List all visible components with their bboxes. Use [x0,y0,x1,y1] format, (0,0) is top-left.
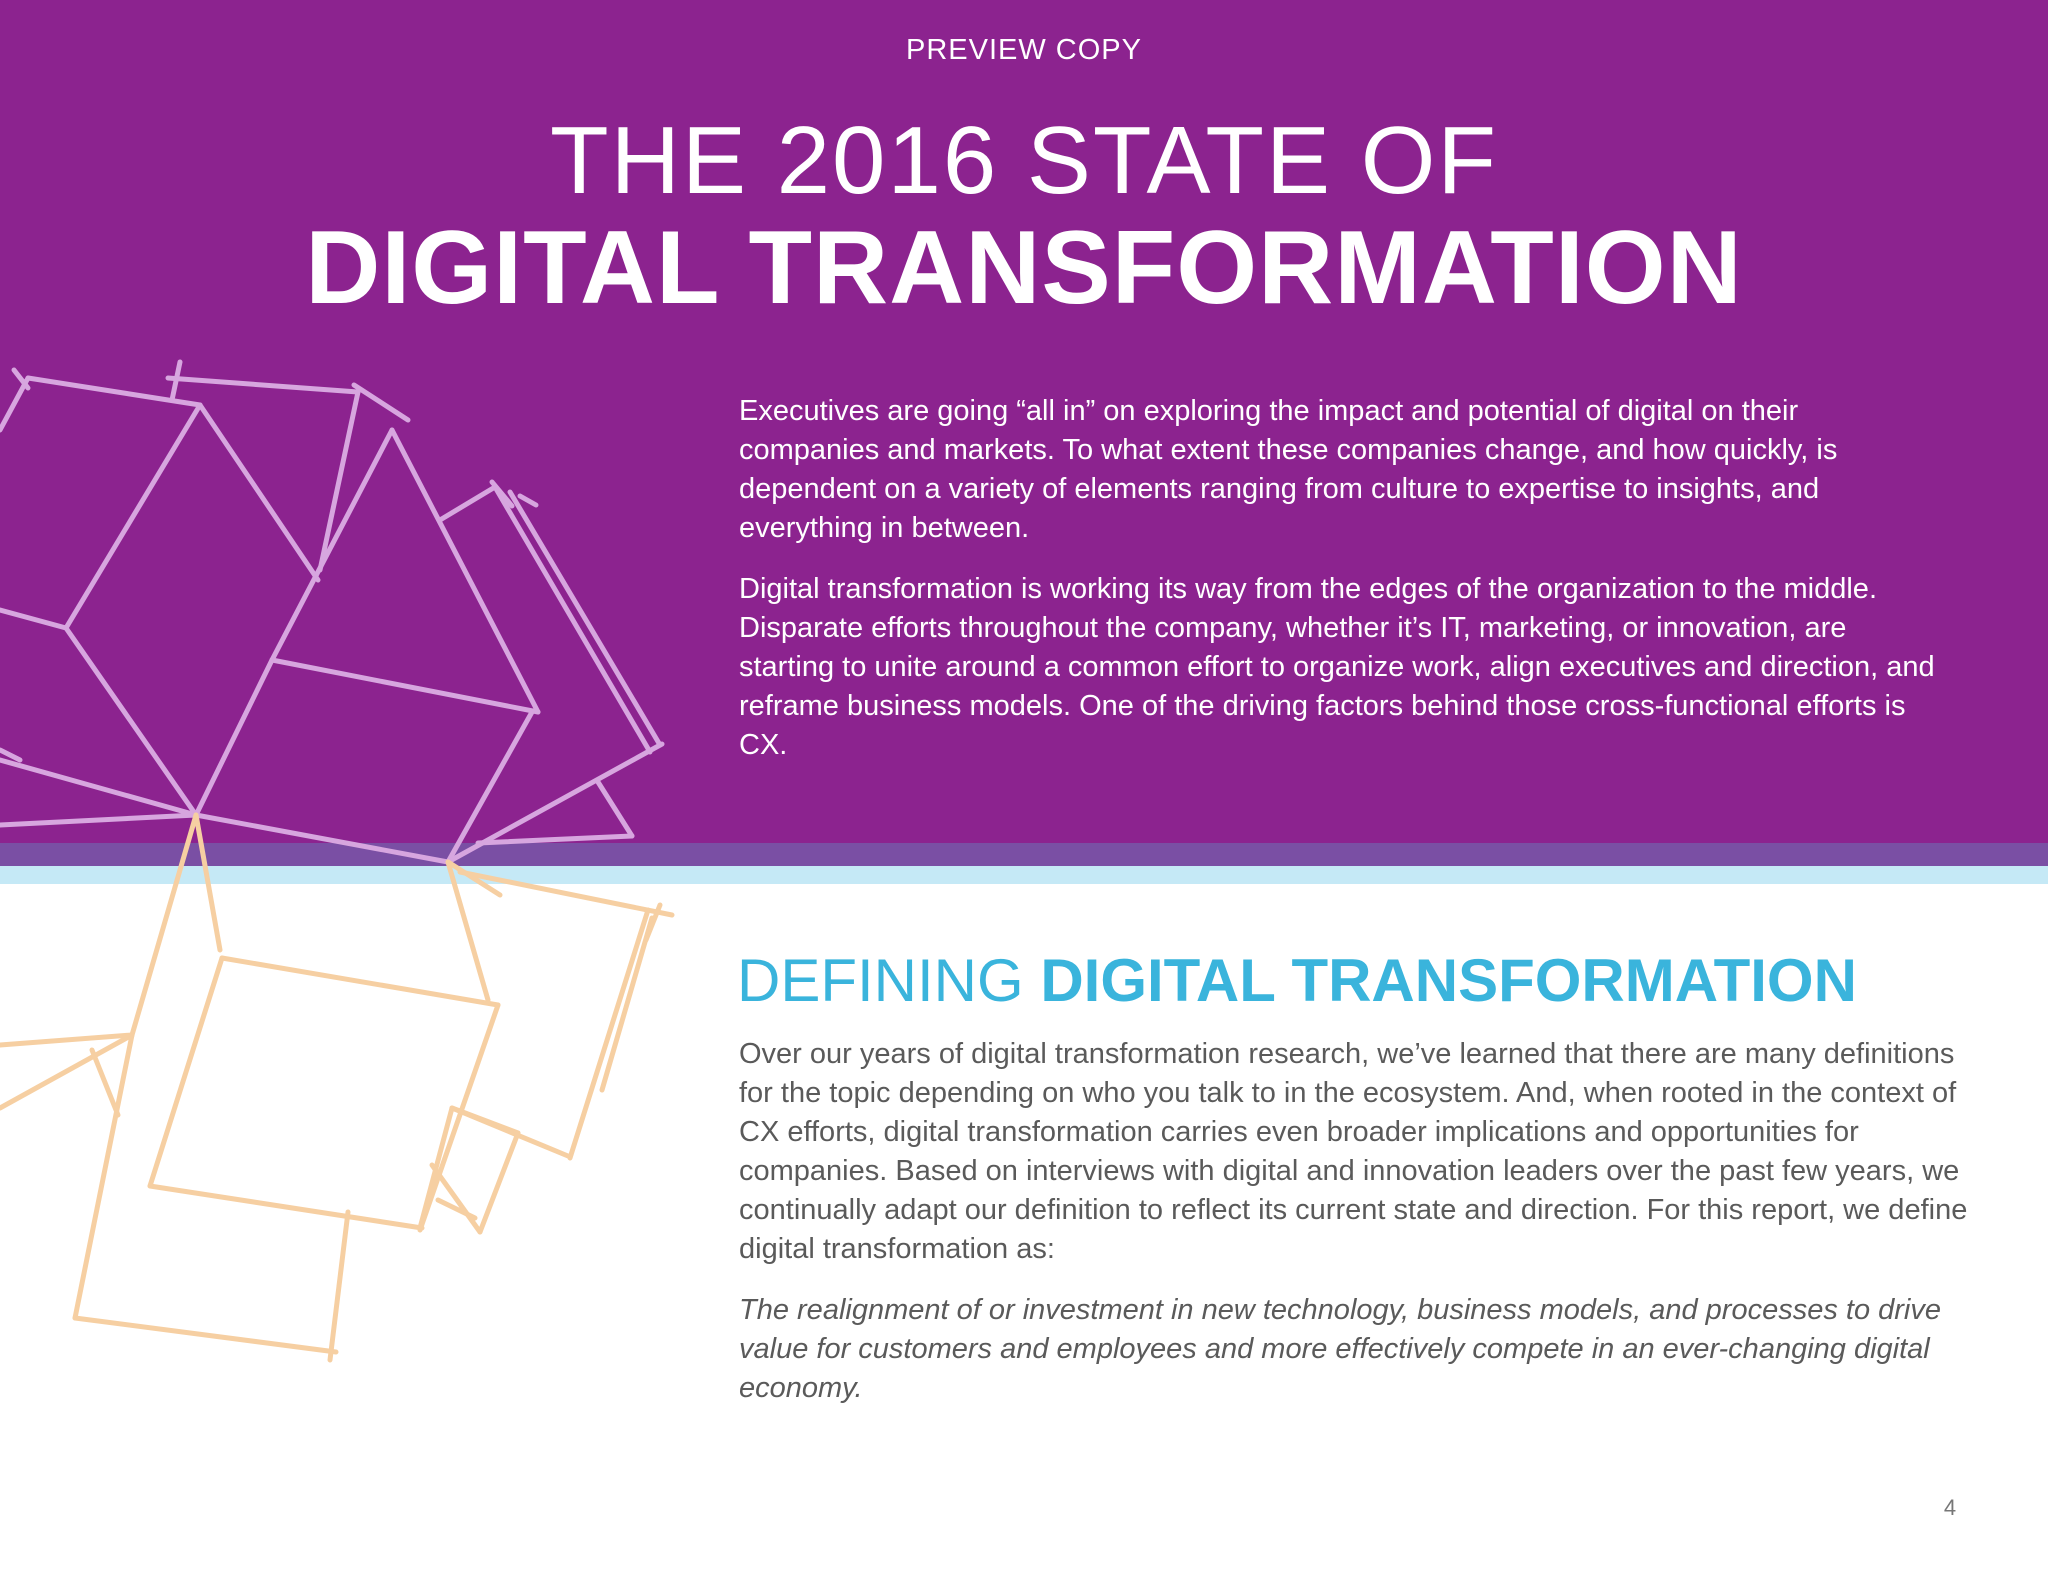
page-title-line-2: DIGITAL TRANSFORMATION [305,210,1743,326]
lower-line-segment [0,1032,135,1111]
definition-quote: The realignment of or investment in new … [739,1294,1941,1404]
upper-line-segment [389,427,541,715]
cyan-divider-band [0,866,2048,884]
lower-line-segment [477,1130,521,1235]
lower-line-segment [417,1002,501,1233]
upper-line-segment [492,484,653,755]
lower-line-segment [147,1183,425,1231]
lower-line-segment [89,1047,121,1118]
lower-line-segment [429,1162,483,1235]
upper-line-segment [193,812,451,865]
upper-line-segment [317,389,361,573]
lower-line-segment [599,915,655,1093]
lower-line-segment [72,1315,339,1355]
lower-line-segment [72,1032,135,1321]
upper-line-segment [11,367,31,391]
upper-line-segment [445,709,535,865]
lower-line-segment [435,1197,478,1221]
lower-line-segment [567,907,651,1161]
lower-line-segment [449,1105,571,1159]
upper-line-segment [165,375,361,395]
intro-paragraph-2: Digital transformation is working its wa… [739,573,1935,761]
upper-line-segment [507,489,663,748]
section-paragraph: Over our years of digital transformation… [739,1038,1968,1265]
upper-line-segment [0,607,69,631]
upper-line-segment [0,757,199,818]
upper-line-segment [269,427,395,663]
lower-line-segment [445,859,503,898]
upper-line-segment [269,657,541,715]
upper-line-segment [63,625,199,818]
violet-divider-band [0,843,2048,866]
lower-line-network [0,812,675,1363]
section-heading: DEFINING DIGITAL TRANSFORMATION [737,946,1987,1016]
section-heading-bold: DIGITAL TRANSFORMATION [1040,947,1857,1014]
section-heading-light: DEFINING [737,947,1041,1014]
upper-line-segment [0,747,23,763]
upper-line-segment [63,402,203,631]
page-title-line-1: THE 2016 STATE OF [549,107,1498,214]
preview-copy-label: PREVIEW COPY [906,34,1142,66]
upper-line-segment [595,779,635,839]
upper-line-segment [0,812,199,828]
upper-line-segment [489,479,515,509]
page-number: 4 [1943,1495,1957,1520]
upper-line-segment [437,484,498,523]
upper-line-segment [0,375,31,433]
upper-line-segment [169,359,183,403]
lower-line-segment [193,812,223,953]
lower-line-segment [147,955,225,1189]
lower-line-segment [219,955,501,1008]
upper-line-network [0,359,665,865]
lower-line-segment [457,869,675,918]
lower-line-segment [129,812,199,1038]
upper-line-segment [193,657,275,818]
lower-line-segment [327,1209,351,1363]
intro-text: Executives are going “all in” on explori… [739,392,1939,787]
lower-line-segment [445,859,491,1003]
upper-line-segment [351,382,411,423]
intro-paragraph-1: Executives are going “all in” on explori… [739,395,1838,544]
lower-line-segment [0,1032,135,1048]
upper-line-segment [475,833,635,846]
upper-line-segment [517,493,539,508]
section-body: Over our years of digital transformation… [739,1035,1969,1430]
purple-header-band [0,0,2048,843]
upper-line-segment [197,402,321,583]
